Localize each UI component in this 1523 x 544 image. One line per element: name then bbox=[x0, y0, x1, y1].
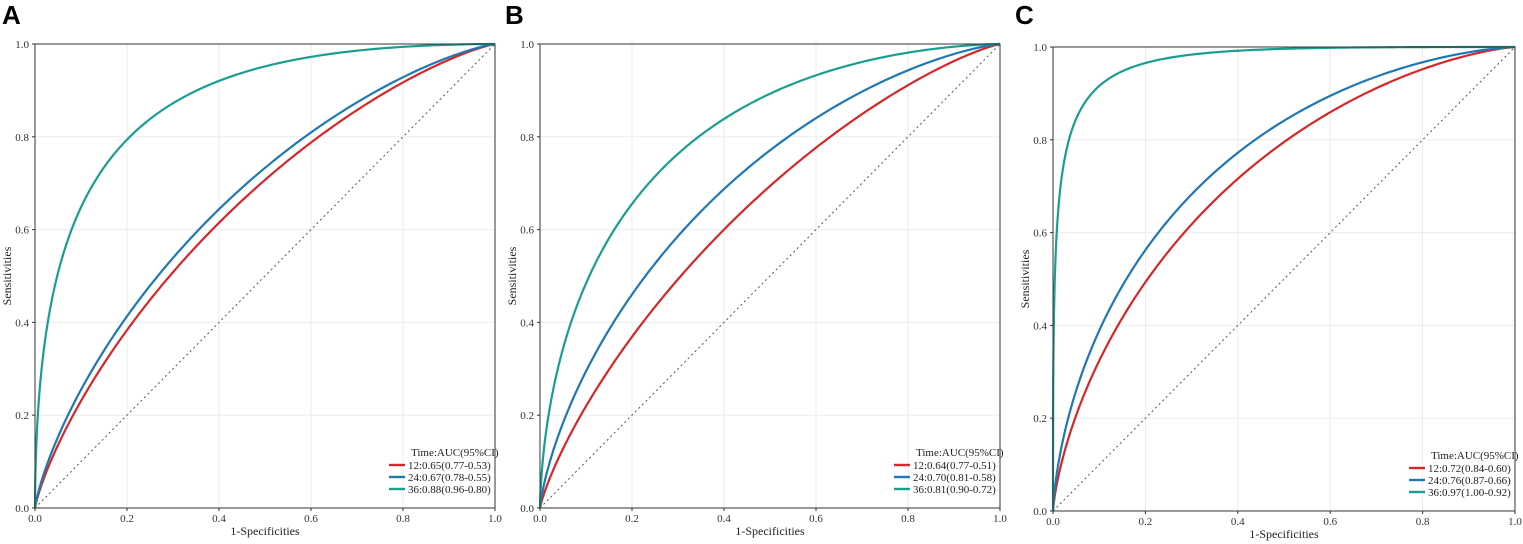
y-tick-label: 0.8 bbox=[520, 132, 534, 144]
y-tick-label: 0.2 bbox=[1033, 413, 1047, 425]
x-tick-label: 0.2 bbox=[120, 513, 134, 525]
y-tick-label: 0.0 bbox=[1033, 506, 1047, 518]
roc-curve-36 bbox=[538, 42, 1001, 508]
reference-diagonal bbox=[34, 43, 496, 509]
x-tick-label: 0.4 bbox=[717, 513, 731, 525]
plot-frame bbox=[1052, 46, 1516, 512]
x-tick-label: 0.8 bbox=[1416, 516, 1430, 528]
roc-curve-24 bbox=[538, 42, 1001, 508]
reference-diagonal bbox=[539, 43, 1001, 509]
x-tick-label: 1.0 bbox=[488, 513, 502, 525]
y-tick-label: 1.0 bbox=[520, 39, 534, 51]
x-tick-label: 1.0 bbox=[1508, 516, 1522, 528]
roc-panel-c: C 0.0 0.2 0.4 0.6 0.8 1.0 0.0 0.2 0.4 0.6 0.8 1.0 1-S… bbox=[1015, 0, 1522, 541]
x-tick-label: 0.6 bbox=[1323, 516, 1337, 528]
y-tick-label: 0.6 bbox=[1033, 228, 1047, 240]
panel-letter: C bbox=[1015, 0, 1034, 30]
panel-letter: B bbox=[505, 0, 524, 30]
legend-entry: 36:0.97(1.00-0.92) bbox=[1428, 487, 1511, 499]
x-tick-label: 0.0 bbox=[28, 513, 42, 525]
y-tick-label: 0.6 bbox=[15, 225, 29, 237]
x-tick-label: 0.6 bbox=[304, 513, 318, 525]
roc-curve-36 bbox=[33, 42, 496, 508]
legend-title: Time:AUC(95%CI) bbox=[916, 447, 1004, 459]
roc-panel-a: A 0.0 0.2 0.4 0.6 0.8 1.0 0.0 0.2 0.4 0.6 0.8 1.0 1-S… bbox=[0, 0, 502, 538]
legend-title: Time:AUC(95%CI) bbox=[411, 447, 499, 459]
y-tick-label: 1.0 bbox=[1033, 42, 1047, 54]
y-tick-label: 0.0 bbox=[520, 503, 534, 515]
plot-frame bbox=[34, 43, 496, 509]
y-tick-label: 0.2 bbox=[15, 410, 29, 422]
legend-title: Time:AUC(95%CI) bbox=[1431, 450, 1519, 462]
panel-letter: A bbox=[2, 0, 21, 30]
roc-curve-24 bbox=[33, 42, 496, 509]
y-tick-label: 1.0 bbox=[15, 39, 29, 51]
legend-entry: 12:0.65(0.77-0.53) bbox=[408, 460, 491, 472]
x-tick-label: 0.2 bbox=[625, 513, 639, 525]
legend-entry: 36:0.88(0.96-0.80) bbox=[408, 484, 491, 496]
roc-curve-12 bbox=[538, 42, 1001, 509]
roc-panel-b: B 0.0 0.2 0.4 0.6 0.8 1.0 0.0 0.2 0.4 0.6 0.8 1.0 1-S… bbox=[505, 0, 1007, 538]
legend-entry: 24:0.67(0.78-0.55) bbox=[408, 472, 491, 484]
y-tick-label: 0.4 bbox=[1033, 320, 1047, 332]
y-axis-title: Sensitivities bbox=[505, 246, 519, 305]
reference-diagonal bbox=[1052, 46, 1516, 512]
y-tick-label: 0.4 bbox=[520, 317, 534, 329]
roc-curve-12 bbox=[1051, 45, 1516, 511]
legend-entry: 24:0.70(0.81-0.58) bbox=[913, 472, 996, 484]
x-tick-label: 0.6 bbox=[809, 513, 823, 525]
y-axis-title: Sensitivities bbox=[0, 246, 14, 305]
legend-entry: 24:0.76(0.87-0.66) bbox=[1428, 475, 1511, 487]
x-tick-label: 0.0 bbox=[533, 513, 547, 525]
x-tick-label: 0.0 bbox=[1046, 516, 1060, 528]
x-axis-title: 1-Specificities bbox=[230, 524, 300, 538]
y-tick-label: 0.8 bbox=[1033, 135, 1047, 147]
y-tick-label: 0.8 bbox=[15, 132, 29, 144]
legend: Time:AUC(95%CI)12:0.64(0.77-0.51)24:0.70… bbox=[894, 447, 1004, 496]
legend: Time:AUC(95%CI)12:0.65(0.77-0.53)24:0.67… bbox=[389, 447, 499, 496]
x-tick-label: 0.8 bbox=[901, 513, 915, 525]
legend-entry: 36:0.81(0.90-0.72) bbox=[913, 484, 996, 496]
roc-curve-24 bbox=[1051, 45, 1516, 511]
x-tick-label: 0.2 bbox=[1139, 516, 1153, 528]
x-tick-label: 0.4 bbox=[212, 513, 226, 525]
plot-frame bbox=[539, 43, 1001, 509]
y-tick-label: 0.0 bbox=[15, 503, 29, 515]
x-axis-title: 1-Specificities bbox=[1249, 527, 1319, 541]
x-tick-label: 1.0 bbox=[993, 513, 1007, 525]
roc-curve-12 bbox=[33, 42, 496, 509]
y-tick-label: 0.6 bbox=[520, 225, 534, 237]
x-axis-title: 1-Specificities bbox=[735, 524, 805, 538]
legend-entry: 12:0.72(0.84-0.60) bbox=[1428, 463, 1511, 475]
legend: Time:AUC(95%CI)12:0.72(0.84-0.60)24:0.76… bbox=[1409, 450, 1519, 499]
y-tick-label: 0.2 bbox=[520, 410, 534, 422]
legend-entry: 12:0.64(0.77-0.51) bbox=[913, 460, 996, 472]
x-tick-label: 0.4 bbox=[1231, 516, 1245, 528]
x-tick-label: 0.8 bbox=[396, 513, 410, 525]
y-tick-label: 0.4 bbox=[15, 317, 29, 329]
y-axis-title: Sensitivities bbox=[1018, 249, 1032, 308]
